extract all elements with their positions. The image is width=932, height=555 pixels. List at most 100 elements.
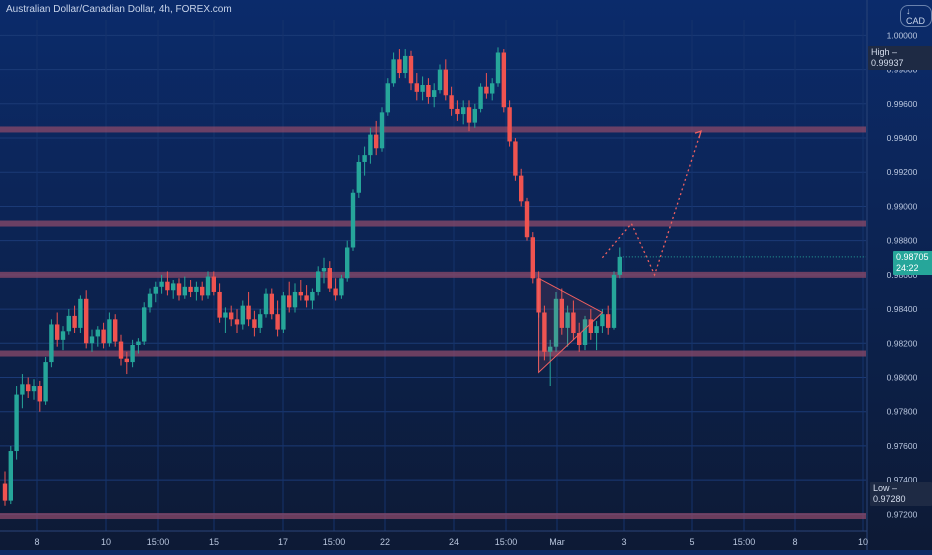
candle-body: [281, 295, 286, 330]
candle-body: [153, 286, 158, 294]
candle-body: [524, 201, 530, 238]
x-tick-label: 8: [34, 537, 39, 547]
candle-body: [176, 283, 182, 296]
candle-body: [60, 331, 66, 340]
candle-body: [443, 69, 448, 96]
candle-body: [165, 281, 170, 291]
candle-body: [356, 161, 361, 193]
candle-body: [217, 291, 222, 318]
candle-body: [95, 329, 100, 337]
candle-body: [530, 237, 535, 279]
candles: [2, 47, 622, 506]
candle-body: [553, 298, 559, 347]
time-axis[interactable]: 8 10 15:00 15 17 15:00 22 24 15:00 Mar 3 5 15:00 8 10: [0, 530, 868, 547]
level-band: [0, 271, 866, 278]
candle-body: [37, 386, 42, 402]
candle-body: [362, 155, 367, 162]
candle-body: [600, 314, 605, 327]
candle-body: [269, 293, 274, 315]
candle-body: [379, 112, 385, 149]
candle-body: [188, 286, 193, 292]
candle-body: [107, 319, 112, 344]
candle-body: [182, 286, 187, 296]
candle-body: [263, 293, 269, 315]
symbol-title: Australian Dollar/Canadian Dollar, 4h, F…: [6, 4, 232, 15]
candle-body: [84, 298, 89, 344]
candle-body: [223, 312, 228, 318]
candle-body: [542, 312, 547, 352]
candle-body: [559, 298, 564, 328]
candle-body: [258, 314, 263, 328]
candle-body: [240, 305, 245, 325]
candle-body: [478, 86, 483, 109]
candle-body: [403, 55, 408, 74]
y-tick-label: 0.99000: [887, 201, 918, 211]
candle-body: [513, 141, 518, 176]
x-tick-label: 22: [380, 537, 390, 547]
candle-body: [385, 83, 390, 113]
level-bands: [0, 126, 866, 520]
candle-body: [449, 95, 454, 109]
candle-body: [20, 384, 25, 395]
high-badge: High – 0.99937: [868, 46, 932, 70]
candle-body: [582, 319, 588, 345]
candle-body: [26, 384, 31, 392]
level-band: [0, 126, 866, 133]
candle-body: [229, 312, 234, 320]
candle-body: [55, 324, 60, 340]
y-tick-label: 1.00000: [887, 30, 918, 40]
candle-body: [606, 314, 611, 328]
y-tick-label: 0.97800: [887, 407, 918, 417]
candle-body: [472, 108, 477, 123]
x-tick-label: 8: [792, 537, 797, 547]
projection-arrowhead: [694, 130, 702, 139]
candle-body: [461, 107, 466, 115]
candle-body: [495, 52, 501, 84]
candle-body: [611, 274, 617, 328]
candle-body: [124, 358, 129, 363]
currency-selector[interactable]: ↓ CAD: [900, 5, 932, 27]
candle-body: [484, 86, 489, 94]
candle-body: [333, 288, 338, 296]
candle-body: [455, 108, 460, 115]
y-tick-label: 0.97200: [887, 509, 918, 519]
candle-body: [78, 298, 83, 328]
candle-body: [252, 319, 257, 328]
price-axis[interactable]: 1.000000.998000.996000.994000.992000.990…: [866, 0, 918, 550]
candle-body: [246, 305, 251, 320]
y-tick-label: 0.97400: [887, 475, 918, 485]
candle-body: [339, 278, 344, 296]
candle-body: [437, 69, 443, 91]
candle-body: [292, 291, 298, 308]
candle-body: [287, 295, 292, 308]
candle-body: [304, 295, 309, 301]
candle-body: [72, 315, 77, 328]
projection-path: [601, 130, 702, 277]
candle-body: [31, 386, 37, 392]
y-tick-label: 0.98400: [887, 304, 918, 314]
x-tick-label: 24: [449, 537, 459, 547]
last-price-badge: 0.98705 24:22: [893, 251, 932, 275]
last-price-value: 0.98705: [896, 252, 929, 262]
candle-body: [391, 59, 396, 84]
x-tick-label: 15:00: [323, 537, 346, 547]
candle-body: [194, 286, 199, 292]
candle-body: [316, 271, 321, 292]
x-tick-label: Mar: [549, 537, 565, 547]
y-tick-label: 0.99600: [887, 99, 918, 109]
candle-body: [234, 319, 240, 325]
triangle-pattern: [538, 130, 866, 374]
candle-body: [211, 276, 216, 292]
candle-body: [136, 341, 141, 345]
x-tick-label: 17: [278, 537, 288, 547]
candle-body: [118, 341, 124, 359]
candle-body: [374, 134, 379, 149]
candle-body: [571, 312, 576, 334]
candle-body: [321, 268, 327, 272]
x-tick-label: 15:00: [733, 537, 756, 547]
candle-body: [298, 291, 303, 296]
candle-body: [577, 333, 582, 345]
candle-body: [310, 291, 315, 301]
